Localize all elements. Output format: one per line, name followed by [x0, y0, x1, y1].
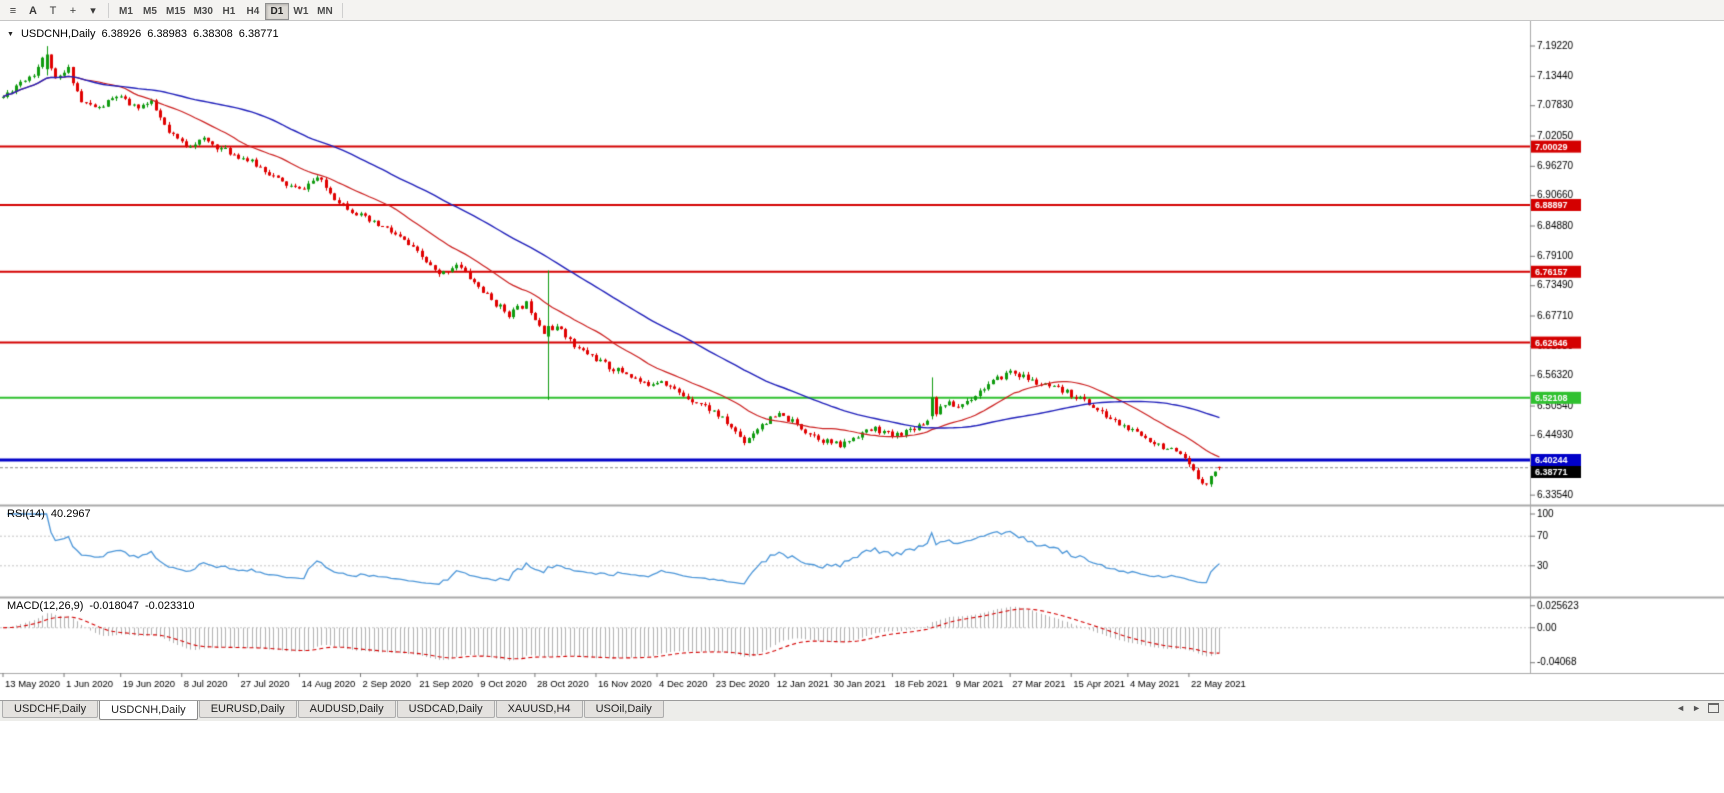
timeframe-button-h4[interactable]: H4 — [246, 5, 260, 17]
rsi-value: 40.2967 — [50, 508, 91, 520]
chart-tab-xauusd[interactable]: XAUUSD,H4 — [495, 701, 583, 718]
timeframe-button-m1[interactable]: M1 — [119, 5, 133, 17]
price-chart-canvas[interactable] — [0, 21, 1724, 700]
chart-symbol-label: USDCNH,Daily — [20, 28, 96, 40]
dropdown-arrow-icon[interactable]: ▾ — [90, 4, 96, 17]
ohlc-low-value: 6.38308 — [193, 28, 233, 40]
chart-tab-usoil[interactable]: USOil,Daily — [583, 701, 664, 718]
macd-name: MACD(12,26,9) — [7, 600, 84, 612]
chart-tab-eurusd[interactable]: EURUSD,Daily — [198, 701, 297, 718]
timeframe-button-d1[interactable]: D1 — [264, 2, 289, 20]
timeframe-button-m15[interactable]: M15 — [166, 5, 186, 17]
macd-main-value: -0.018047 — [89, 600, 139, 612]
toolbar-separator — [341, 2, 343, 18]
chart-tab-usdchf[interactable]: USDCHF,Daily — [2, 701, 99, 718]
rsi-name: RSI(14) — [7, 508, 45, 520]
toolbar-separator — [108, 2, 109, 18]
rsi-indicator-label: RSI(14) 40.2967 — [7, 508, 91, 520]
window-restore-icon[interactable] — [1708, 703, 1719, 713]
tab-scroll-controls: ◄ ► — [1676, 703, 1719, 713]
tab-scroll-right-button[interactable]: ► — [1692, 703, 1701, 713]
timeframe-button-w1[interactable]: W1 — [293, 5, 309, 17]
tab-scroll-left-button[interactable]: ◄ — [1676, 703, 1686, 713]
chart-tab-bar: USDCHF,Daily USDCNH,Daily EURUSD,Daily AUDU… — [0, 700, 1724, 721]
timeframe-button-m30[interactable]: M30 — [193, 5, 213, 17]
chart-tab-list: USDCHF,Daily USDCNH,Daily EURUSD,Daily AUDU… — [2, 701, 665, 721]
ohlc-open-value: 6.38926 — [101, 28, 142, 40]
text-label-icon[interactable]: T — [49, 4, 57, 17]
chart-tab-usdcnh[interactable]: USDCNH,Daily — [99, 701, 198, 720]
macd-signal-value: -0.023310 — [144, 600, 195, 612]
ohlc-high-value: 6.38983 — [147, 28, 188, 40]
indicator-list-icon[interactable]: ≡ — [9, 4, 17, 17]
font-icon[interactable]: A — [29, 4, 37, 17]
chart-window: ▼ USDCNH,Daily 6.38926 6.38983 6.38308 6… — [0, 21, 1724, 700]
top-toolbar: ≡ A T + ▾ M1 M5 M15 M30 H1 H4 D1 W1 MN — [0, 0, 1724, 21]
crosshair-icon[interactable]: + — [69, 4, 77, 17]
chart-dropdown-icon[interactable]: ▼ — [7, 30, 14, 38]
timeframe-button-m5[interactable]: M5 — [143, 5, 157, 17]
macd-indicator-label: MACD(12,26,9) -0.018047 -0.023310 — [7, 600, 195, 612]
chart-ohlc-title: ▼ USDCNH,Daily 6.38926 6.38983 6.38308 6… — [7, 28, 279, 40]
ohlc-close-value: 6.38771 — [238, 28, 279, 40]
toolbar-icon-group: ≡ A T + ▾ — [3, 1, 103, 20]
timeframe-button-group: M1 M5 M15 M30 H1 H4 D1 W1 MN — [114, 1, 337, 20]
chart-tab-audusd[interactable]: AUDUSD,Daily — [297, 701, 396, 718]
timeframe-button-mn[interactable]: MN — [317, 5, 333, 17]
chart-tab-usdcad[interactable]: USDCAD,Daily — [396, 701, 495, 718]
timeframe-button-h1[interactable]: H1 — [222, 5, 236, 17]
